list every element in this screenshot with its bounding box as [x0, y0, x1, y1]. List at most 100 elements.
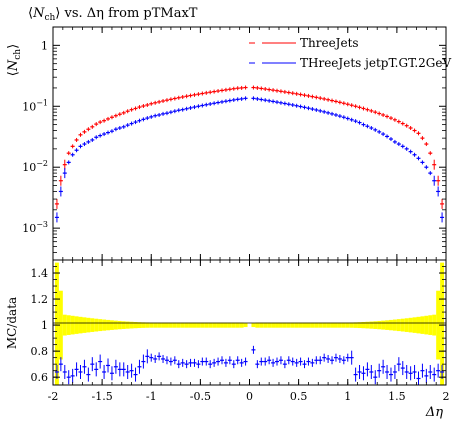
ratio-point-threejets-jetpt — [400, 361, 405, 376]
ratio-point-threejets-jetpt — [314, 356, 319, 365]
point-threejets — [58, 175, 63, 186]
point-threejets — [239, 85, 244, 90]
x-tick-label: 1 — [344, 390, 351, 403]
x-tick-label: 2 — [443, 390, 450, 403]
point-threejets-jetpt — [440, 212, 445, 223]
ratio-point-threejets-jetpt — [184, 360, 189, 369]
point-threejets — [428, 151, 433, 156]
ratio-band-segment — [227, 322, 232, 328]
point-threejets-jetpt — [436, 186, 441, 197]
ratio-band-segment — [255, 322, 260, 328]
point-threejets-jetpt — [239, 96, 244, 101]
ratio-point-threejets-jetpt — [271, 358, 276, 367]
point-threejets — [54, 198, 59, 209]
ratio-point-threejets-jetpt — [404, 364, 409, 379]
ratio-band-segment — [58, 290, 63, 360]
point-threejets-jetpt — [66, 160, 71, 165]
ratio-band-segment — [275, 322, 279, 328]
ratio-point-threejets-jetpt — [412, 364, 417, 379]
point-threejets — [255, 85, 260, 90]
point-threejets-jetpt — [216, 100, 221, 105]
point-threejets — [188, 93, 193, 98]
y-tick-label-top: 1 — [41, 39, 48, 52]
ratio-point-threejets-jetpt — [424, 368, 429, 383]
point-threejets-jetpt — [106, 130, 111, 135]
ratio-point-threejets-jetpt — [385, 364, 390, 379]
point-threejets-jetpt — [70, 152, 75, 157]
point-threejets-jetpt — [290, 102, 295, 107]
ratio-point-threejets-jetpt — [341, 356, 346, 365]
y-tick-label-top: 10−1 — [22, 98, 48, 113]
chart-title: ⟨Nch⟩ vs. Δη from pTMaxT — [28, 6, 198, 23]
point-threejets — [385, 114, 390, 119]
ratio-band-segment — [298, 322, 303, 328]
ratio-point-threejets-jetpt — [322, 353, 327, 362]
ratio-band-segment — [432, 314, 437, 336]
ratio-point-threejets-jetpt — [365, 362, 370, 377]
point-threejets — [432, 159, 437, 170]
y-tick-label-bottom: 1.4 — [31, 267, 49, 280]
ratio-band-segment — [341, 322, 346, 328]
ratio-band-segment — [392, 319, 397, 331]
point-threejets — [86, 127, 91, 132]
ratio-band-segment — [345, 322, 350, 328]
ratio-point-threejets-jetpt — [66, 370, 71, 385]
point-threejets-jetpt — [369, 126, 374, 131]
ratio-band-segment — [137, 322, 142, 329]
ratio-band-segment — [349, 322, 354, 328]
ratio-band-segment — [113, 320, 118, 330]
ratio-point-threejets-jetpt — [86, 367, 91, 382]
point-threejets-jetpt — [243, 96, 248, 101]
ratio-uncertainty-band — [54, 262, 445, 385]
point-threejets-jetpt — [432, 175, 437, 186]
x-axis-label: Δη — [425, 405, 443, 420]
ratio-point-threejets-jetpt — [117, 362, 122, 377]
point-threejets — [125, 109, 130, 114]
ratio-point-threejets-jetpt — [141, 354, 146, 369]
ratio-band-segment — [373, 321, 378, 329]
point-threejets-jetpt — [109, 129, 114, 134]
ratio-point-threejets-jetpt — [432, 367, 437, 382]
point-threejets-jetpt — [388, 137, 393, 142]
ratio-band-segment — [176, 322, 181, 328]
point-threejets-jetpt — [78, 144, 83, 149]
ratio-point-threejets-jetpt — [109, 366, 114, 381]
ratio-point-threejets-jetpt — [58, 357, 63, 372]
ratio-point-threejets-jetpt — [208, 360, 213, 369]
ratio-band-segment — [322, 322, 327, 328]
ratio-point-threejets-jetpt — [294, 358, 299, 367]
point-threejets-jetpt — [377, 129, 382, 134]
ratio-point-threejets-jetpt — [219, 356, 224, 365]
point-threejets-jetpt — [82, 142, 87, 147]
point-threejets-jetpt — [94, 135, 99, 140]
ratio-band-segment — [153, 322, 158, 328]
point-threejets-jetpt — [408, 149, 413, 154]
ratio-point-threejets-jetpt — [157, 352, 162, 361]
point-threejets-jetpt — [318, 108, 323, 113]
ratio-band-segment — [404, 318, 409, 332]
x-tick-label: -1 — [146, 390, 157, 403]
ratio-band-segment — [239, 322, 244, 328]
point-threejets — [282, 89, 287, 94]
ratio-band-segment — [381, 320, 386, 330]
ratio-point-threejets-jetpt — [82, 359, 87, 374]
point-threejets — [330, 98, 335, 103]
ratio-point-threejets-jetpt — [168, 357, 173, 366]
ratio-band-segment — [165, 322, 169, 328]
ratio-band-segment — [353, 322, 358, 328]
ratio-band-segment — [243, 323, 248, 328]
point-threejets-jetpt — [180, 107, 185, 112]
ratio-band-segment — [66, 315, 71, 335]
point-threejets — [145, 102, 150, 107]
point-threejets — [200, 91, 205, 96]
point-threejets-jetpt — [298, 104, 303, 109]
ratio-point-threejets-jetpt — [428, 364, 433, 379]
point-threejets — [157, 99, 162, 104]
y-tick-label-bottom: 1.2 — [31, 293, 49, 306]
ratio-point-threejets-jetpt — [361, 366, 366, 381]
point-threejets-jetpt — [208, 101, 213, 106]
point-threejets-jetpt — [349, 117, 354, 122]
point-threejets — [404, 123, 409, 128]
ratio-point-threejets-jetpt — [282, 360, 287, 369]
